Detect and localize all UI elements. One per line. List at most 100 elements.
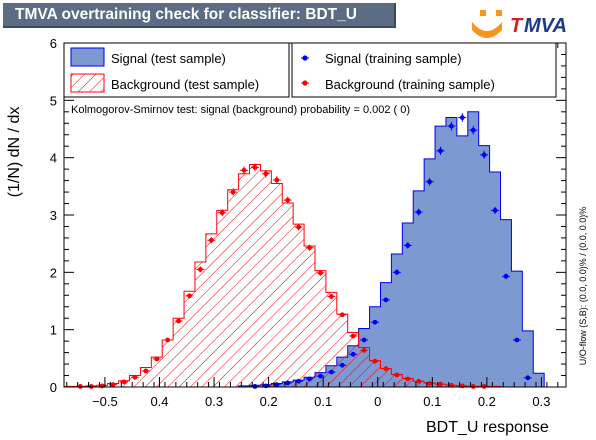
background-train-point [481,384,487,389]
signal-train-point [274,382,280,388]
background-training-points [76,163,489,389]
background-train-point [208,237,214,243]
x-tick-label: −0.5 [92,394,118,409]
signal-train-point [263,383,269,389]
legend-box-right [291,42,557,98]
logo-text-t: T [510,15,524,37]
signal-train-point [318,373,323,379]
background-train-point [241,167,247,173]
background-train-point [88,384,94,389]
background-train-point [165,337,171,343]
signal-train-point [438,148,443,154]
signal-train-point [383,297,389,303]
background-train-point [132,374,138,380]
x-tick-label: 0.4 [150,394,168,409]
background-train-point [296,224,302,230]
background-train-point [110,382,116,388]
legend-swatch-signal-test [70,47,105,67]
x-tick-label: 0.1 [314,394,332,409]
x-axis-label: BDT_U response [426,419,549,436]
background-train-point [77,384,83,389]
signal-train-point [361,337,367,343]
legend: Signal (test sample) Background (test sa… [63,42,557,98]
signal-training-points [250,113,532,389]
signal-train-point [503,273,509,279]
y-axis-label: (1/N) dN / dx [6,107,23,198]
legend-swatch-background-test [70,73,105,93]
background-train-point [416,378,422,384]
background-train-point [339,312,345,318]
background-train-point [99,383,105,389]
background-train-point [285,197,291,203]
signal-train-point [394,269,400,275]
legend-marker-background-train [302,80,308,86]
legend-label-background-train: Background (training sample) [325,77,495,92]
plot-title: TMVA overtraining check for classifier: … [15,6,357,23]
background-train-point [405,376,411,382]
background-train-point [372,358,378,364]
y-tick-label: 5 [50,93,57,108]
signal-train-point [416,209,422,215]
logo-text-mva: MVA [524,15,567,37]
signal-train-point [328,369,334,375]
y-tick-label: 0 [50,380,57,395]
ks-annotation: Kolmogorov-Smirnov test: signal (backgro… [71,104,410,116]
y-tick-label: 1 [50,323,57,338]
background-train-point [154,356,160,362]
signal-train-point [405,242,411,248]
background-train-point [121,379,127,385]
signal-train-point [285,380,291,386]
logo-icon [470,10,504,38]
signal-train-point [307,376,312,382]
legend-marker-signal-train [302,55,308,61]
background-train-point [198,267,203,272]
background-train-point [459,383,465,389]
x-tick-label: 0.1 [423,394,441,409]
legend-label-signal-test: Signal (test sample) [111,51,226,66]
y-tick-label: 4 [50,151,57,166]
background-train-point [383,366,389,372]
background-train-point [252,165,258,170]
background-train-point [350,333,356,339]
y-tick-label: 2 [50,265,57,280]
background-train-point [470,384,476,389]
background-train-point [438,381,443,387]
background-train-point [394,372,400,378]
background-train-point [449,382,454,388]
x-tick-label: 0 [374,394,381,409]
y-tick-label: 3 [50,208,57,223]
legend-label-signal-train: Signal (training sample) [325,51,462,66]
background-train-point [187,293,192,299]
signal-train-point [481,152,487,158]
signal-train-point [427,179,432,185]
signal-train-point [514,337,520,343]
background-train-point [318,270,323,276]
signal-train-point [296,378,302,384]
signal-train-point [459,115,465,120]
background-train-point [274,177,280,183]
signal-train-point [372,319,378,325]
underflow-overflow-label: U/O-flow (S,B): (0.0, 0.0)% / (0.0, 0.0)… [578,207,588,366]
background-train-point [361,347,367,353]
signal-train-point [449,123,454,129]
signal-train-point [350,351,356,357]
background-test-histogram [63,164,545,388]
background-train-point [230,189,236,195]
background-train-point [307,245,312,251]
signal-train-point [339,362,345,368]
x-tick-label: 0.3 [205,394,223,409]
signal-train-point [525,375,531,381]
x-tick-label: 0.2 [260,394,278,409]
y-tick-label: 6 [50,36,57,51]
background-train-point [176,318,181,324]
background-train-point [328,294,334,299]
signal-train-point [492,208,498,213]
signal-train-point [470,127,476,133]
tmva-logo: T MVA [470,10,567,38]
background-train-point [427,381,432,386]
legend-label-background-test: Background (test sample) [111,77,259,92]
background-train-point [219,210,225,216]
x-tick-label: 0.3 [532,394,550,409]
signal-train-point [252,384,258,389]
